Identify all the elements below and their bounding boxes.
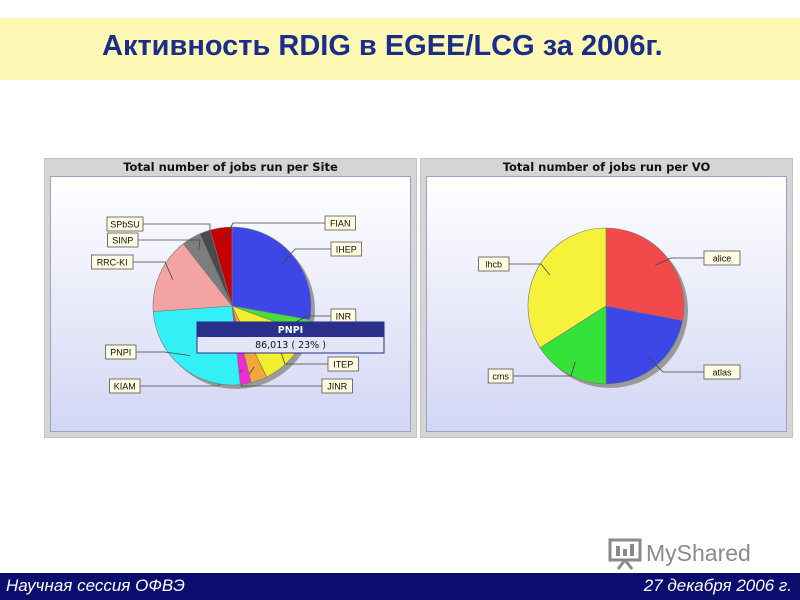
slice-label-lhcb: lhcb (486, 260, 503, 270)
leader-line-jinr (240, 366, 322, 387)
vo-pie-chart: alice atlas cms lhcb (478, 227, 741, 388)
site-chart-panel: Total number of jobs run per Site IHEP IN… (44, 158, 417, 438)
pnpi-tooltip: PNPI 86,013 ( 23% ) (196, 321, 385, 354)
vo-chart-panel: Total number of jobs run per VO alice atl… (420, 158, 793, 438)
pie-slice-rrc-ki[interactable] (152, 243, 233, 312)
label-box-pnpi (105, 344, 137, 360)
logo-text-my: My (646, 540, 677, 566)
footer-date: 27 декабря 2006 г. (643, 576, 792, 595)
leader-line-ihep (281, 248, 331, 265)
label-box-jinr (321, 378, 353, 394)
title-bar (0, 18, 800, 80)
label-box-lhcb (478, 256, 510, 272)
pie-slice-atlas[interactable] (605, 305, 683, 385)
label-box-kiam (109, 378, 141, 394)
label-box-ihep (330, 241, 362, 257)
leader-line-pnpi (136, 351, 191, 357)
slice-label-fian: FIAN (330, 219, 351, 229)
slice-label-atlas: atlas (712, 368, 732, 378)
leader-line-inr (294, 315, 331, 324)
myshared-logo: MyShared (606, 538, 776, 570)
slice-label-itep: ITEP (333, 360, 353, 370)
presentation-board-icon (608, 538, 642, 570)
pie-slice-lhcb[interactable] (527, 227, 607, 349)
slice-label-jinr: JINR (327, 382, 348, 392)
tooltip-header (197, 322, 384, 337)
slice-label-cms: cms (492, 372, 509, 382)
vo-chart-title: Total number of jobs run per VO (502, 160, 711, 174)
footer-event: Научная сессия ОФВЭ (6, 576, 185, 595)
slice-label-pnpi: PNPI (110, 348, 131, 358)
pie-slice-alice[interactable] (605, 227, 685, 321)
logo-text: MyShared (646, 540, 751, 567)
leader-line-itep (279, 349, 328, 365)
leader-line-spbsu (143, 223, 211, 246)
leader-line-rrc-ki (133, 261, 174, 280)
label-box-itep (327, 356, 359, 372)
slice-label-ihep: IHEP (336, 245, 357, 255)
tooltip-value: 86,013 ( 23% ) (255, 340, 326, 351)
label-box-cms (487, 368, 514, 384)
tooltip-title: PNPI (278, 325, 303, 336)
slide-title: Активность RDIG в EGEE/LCG за 2006г. (102, 30, 663, 62)
label-box-sinp (107, 232, 139, 248)
label-box-spbsu (106, 216, 144, 232)
pie-slice-cms[interactable] (539, 305, 607, 385)
pie-slice-fian[interactable] (209, 226, 233, 307)
label-box-fian (324, 215, 356, 231)
site-chart-title: Total number of jobs run per Site (123, 160, 338, 174)
slice-label-alice: alice (713, 254, 732, 264)
leader-line-sinp (138, 239, 201, 251)
leader-line-cms (513, 361, 576, 377)
slice-label-inr: INR (336, 312, 352, 322)
leader-line-alice (655, 257, 704, 266)
label-box-rrc-ki (91, 254, 134, 270)
slice-label-kiam: KIAM (114, 382, 136, 392)
site-pie-chart: IHEP INR ITEP JINR KIAM PNPI RRC-KI SINP SPbSU FI… (91, 215, 385, 394)
footer-bar: Научная сессия ОФВЭ 27 декабря 2006 г. (0, 573, 800, 600)
pie-slice-ihep[interactable] (231, 226, 312, 321)
leader-line-atlas (646, 355, 704, 373)
label-box-alice (703, 250, 741, 266)
slice-label-spbsu: SPbSU (110, 220, 140, 230)
leader-line-lhcb (509, 263, 551, 276)
logo-text-shared: Shared (676, 540, 751, 566)
slice-label-rrc-ki: RRC-KI (97, 258, 128, 268)
label-box-atlas (703, 364, 741, 380)
slice-label-sinp: SINP (112, 236, 133, 246)
leader-line-fian (222, 222, 325, 243)
